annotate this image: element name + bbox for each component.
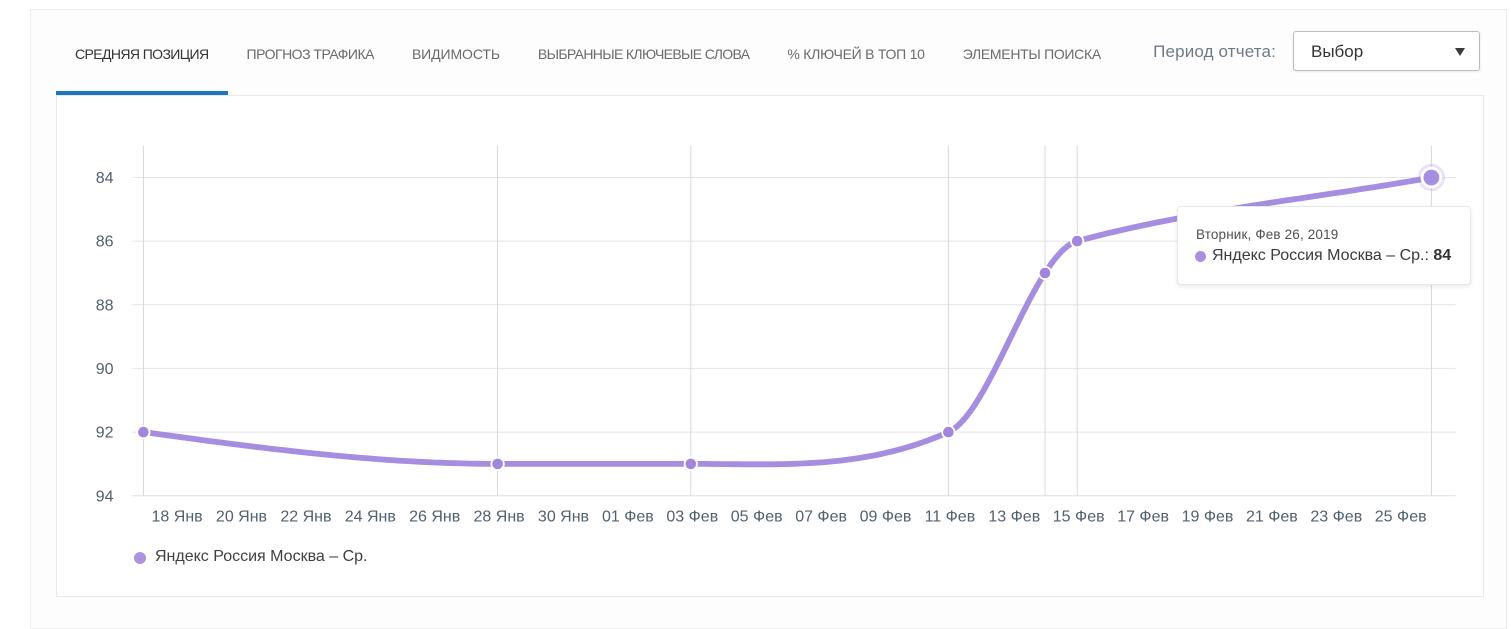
svg-text:19 Фев: 19 Фев — [1182, 508, 1234, 525]
svg-text:03 Фев: 03 Фев — [666, 508, 718, 525]
svg-text:05 Фев: 05 Фев — [731, 508, 783, 525]
svg-text:17 Фев: 17 Фев — [1117, 508, 1169, 525]
svg-text:28 Янв: 28 Янв — [474, 508, 525, 525]
svg-text:21 Фев: 21 Фев — [1246, 508, 1298, 525]
svg-text:88: 88 — [96, 297, 114, 314]
svg-text:15 Фев: 15 Фев — [1053, 508, 1105, 525]
svg-text:22 Янв: 22 Янв — [280, 508, 331, 525]
svg-text:07 Фев: 07 Фев — [795, 508, 847, 525]
svg-text:86: 86 — [96, 234, 114, 251]
svg-text:23 Фев: 23 Фев — [1310, 508, 1362, 525]
svg-text:30 Янв: 30 Янв — [538, 508, 589, 525]
svg-text:11 Фев: 11 Фев — [925, 508, 976, 525]
svg-text:24 Янв: 24 Янв — [345, 508, 396, 525]
svg-text:01 Фев: 01 Фев — [602, 508, 654, 525]
svg-text:26 Янв: 26 Янв — [409, 508, 460, 525]
svg-text:20 Янв: 20 Янв — [216, 508, 267, 525]
svg-text:90: 90 — [96, 361, 114, 378]
svg-text:94: 94 — [96, 488, 114, 505]
svg-text:13 Фев: 13 Фев — [988, 508, 1040, 525]
svg-text:84: 84 — [96, 170, 114, 187]
svg-text:92: 92 — [96, 425, 114, 442]
svg-text:09 Фев: 09 Фев — [860, 508, 912, 525]
svg-text:18 Янв: 18 Янв — [152, 508, 203, 525]
svg-text:25 Фев: 25 Фев — [1375, 508, 1427, 525]
